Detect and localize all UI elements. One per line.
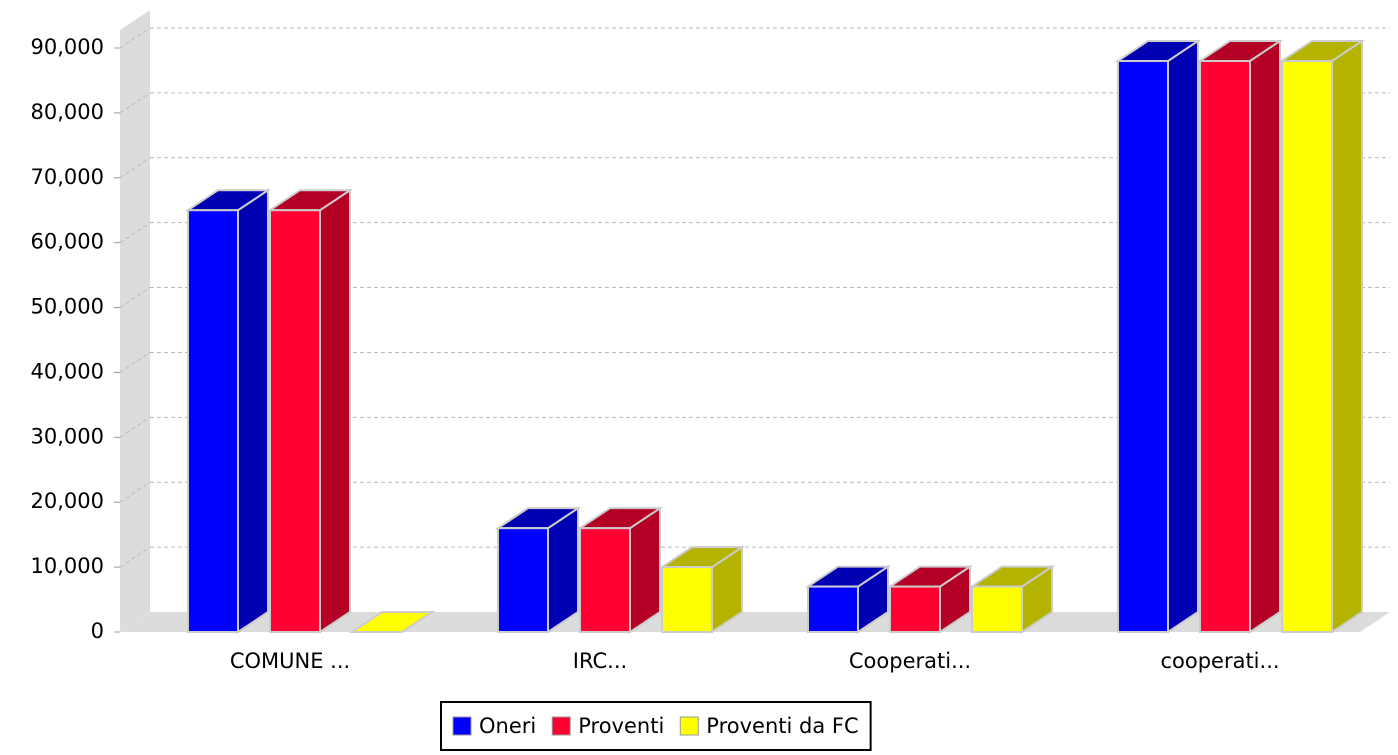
y-tick-label: 40,000 [31,359,104,383]
grid-line [119,157,151,179]
bar-side [1249,39,1281,634]
legend-swatch [551,716,571,736]
grid-line [119,481,151,503]
bar [889,585,941,633]
bar [187,209,239,633]
bar [1199,59,1251,633]
bar [1117,59,1169,633]
bar-side [237,188,269,634]
legend-label: Oneri [479,714,536,738]
grid-line [119,287,151,308]
grid-line [119,92,151,114]
bar-side [629,506,661,634]
legend-label: Proventi [578,714,664,738]
bar-side [1331,39,1363,634]
bar-side [319,188,351,634]
bar [661,566,713,633]
x-tick-label: cooperati... [1160,649,1279,673]
y-tick-label: 90,000 [31,35,104,59]
floor [120,612,1390,632]
y-tick-label: 30,000 [31,424,104,448]
grid-line [119,352,151,373]
x-tick-label: COMUNE ... [230,649,350,673]
x-tick-label: IRC... [573,649,627,673]
grid-line [119,27,151,49]
bar [269,209,321,633]
y-tick-label: 20,000 [31,489,104,513]
legend-label: Proventi da FC [706,714,858,738]
grid-line [119,222,151,244]
bar-side [547,506,579,634]
y-tick-label: 50,000 [31,295,104,319]
bar [1281,59,1333,633]
bar [971,585,1023,633]
grid-line [119,546,151,568]
bar [497,527,549,634]
legend-swatch [679,716,699,736]
bar [807,585,859,633]
grid-line [119,416,151,438]
wall [120,10,150,632]
y-tick-label: 10,000 [31,554,104,578]
y-tick-label: 80,000 [31,100,104,124]
bar [579,527,631,634]
legend-swatch [452,716,472,736]
bar-side [1167,39,1199,634]
x-tick-label: Cooperati... [849,649,971,673]
y-tick-label: 70,000 [31,165,104,189]
bar-top [348,611,436,633]
y-tick-label: 60,000 [31,230,104,254]
legend [440,701,872,751]
y-tick-label: 0 [91,619,104,643]
